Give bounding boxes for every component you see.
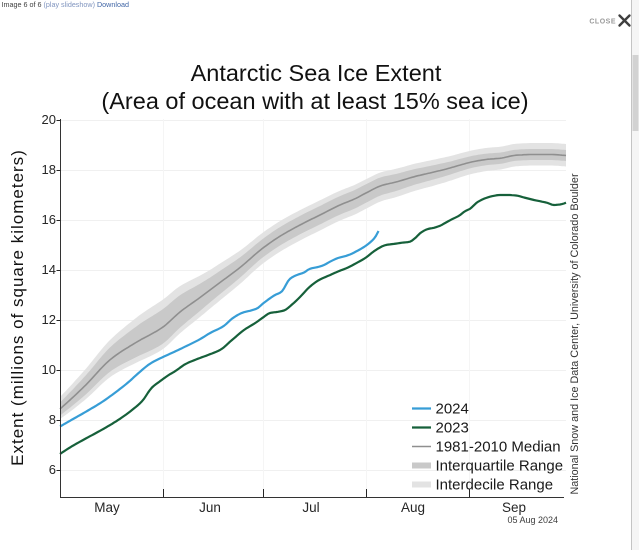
svg-text:6: 6 bbox=[49, 462, 56, 477]
svg-text:2023: 2023 bbox=[436, 420, 469, 437]
svg-text:National Snow and Ice Data Cen: National Snow and Ice Data Center, Unive… bbox=[569, 173, 581, 494]
svg-text:05 Aug 2024: 05 Aug 2024 bbox=[507, 515, 558, 525]
svg-text:CLOSE: CLOSE bbox=[589, 19, 616, 26]
svg-text:Jun: Jun bbox=[199, 500, 221, 515]
svg-text:16: 16 bbox=[42, 212, 56, 227]
svg-text:20: 20 bbox=[42, 112, 56, 127]
svg-text:10: 10 bbox=[42, 362, 56, 377]
svg-text:(Area of ocean with at least 1: (Area of ocean with at least 15% sea ice… bbox=[101, 88, 528, 114]
svg-text:8: 8 bbox=[49, 412, 56, 427]
svg-text:Interdecile Range: Interdecile Range bbox=[436, 477, 554, 494]
svg-text:2024: 2024 bbox=[436, 401, 469, 418]
svg-text:Interquartile Range: Interquartile Range bbox=[436, 458, 564, 475]
svg-text:Jul: Jul bbox=[302, 500, 319, 515]
svg-text:May: May bbox=[94, 500, 120, 515]
svg-text:Sep: Sep bbox=[502, 500, 526, 515]
svg-text:Extent (millions of square kil: Extent (millions of square kilometers) bbox=[8, 149, 27, 466]
svg-text:14: 14 bbox=[42, 262, 56, 277]
svg-text:Aug: Aug bbox=[401, 500, 425, 515]
svg-text:Antarctic Sea Ice Extent: Antarctic Sea Ice Extent bbox=[191, 60, 442, 86]
svg-text:Image 6 of 6 (play slideshow): Image 6 of 6 (play slideshow) Download bbox=[2, 0, 129, 9]
svg-text:12: 12 bbox=[42, 312, 56, 327]
svg-text:18: 18 bbox=[42, 162, 56, 177]
svg-text:1981-2010 Median: 1981-2010 Median bbox=[436, 439, 561, 456]
